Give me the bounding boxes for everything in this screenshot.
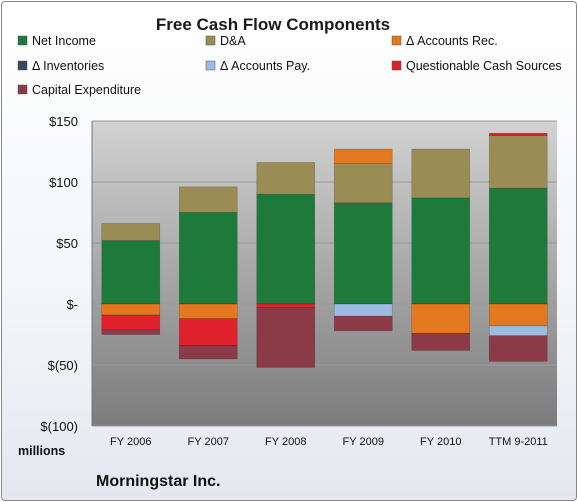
y-tick-label: $(50) <box>48 358 78 373</box>
bar-segment <box>411 197 471 305</box>
bar-segment <box>411 148 471 199</box>
plot-area: $150 $100 $50 $- $(50) $(100) FY 2006 FY 2007 FY… <box>40 114 557 448</box>
bar-segment <box>333 303 393 317</box>
bar-segment <box>101 329 161 335</box>
y-tick-label: $150 <box>49 114 78 129</box>
bar-segment <box>178 345 238 360</box>
bar-segment <box>178 303 238 319</box>
bar-segment <box>256 162 316 195</box>
y-tick-label: $- <box>66 297 78 312</box>
legend-swatch <box>17 84 28 95</box>
x-tick-label: FY 2009 <box>343 436 384 448</box>
legend-swatch <box>391 35 402 46</box>
legend-label: Capital Expenditure <box>32 83 141 97</box>
bar-segment <box>488 325 548 337</box>
source-label: Morningstar Inc. <box>96 473 220 490</box>
plot-background <box>92 121 557 426</box>
x-tick-label: FY 2007 <box>188 436 229 448</box>
x-tick-label: TTM 9-2011 <box>489 436 548 448</box>
bar-segment <box>101 223 161 241</box>
legend-swatch <box>205 35 216 46</box>
bar-segment <box>333 315 393 332</box>
y-tick-label: $(100) <box>40 419 78 434</box>
x-tick-label: FY 2010 <box>420 436 461 448</box>
bar-segment <box>488 187 548 305</box>
bar-segment <box>333 202 393 305</box>
legend-swatch <box>205 60 216 71</box>
bar-segment <box>333 148 393 164</box>
bar-segment <box>101 240 161 305</box>
bar-segment <box>488 303 548 327</box>
y-tick-label: $100 <box>49 175 78 190</box>
chart-title: Free Cash Flow Components <box>156 15 390 34</box>
bar-segment <box>178 318 238 346</box>
y-tick-label: $50 <box>56 236 78 251</box>
bar-segment <box>101 303 161 316</box>
bar-segment <box>488 132 548 136</box>
legend: Net Income D&A Δ Accounts Rec. Δ Inventorie… <box>17 34 562 97</box>
x-tick-label: FY 2006 <box>110 436 151 448</box>
bar-segment <box>101 314 161 330</box>
legend-label: Δ Inventories <box>32 59 104 73</box>
bar-segment <box>178 212 238 305</box>
bar-segment <box>488 335 548 362</box>
bar-segment <box>256 193 316 305</box>
bar-segment <box>256 303 316 308</box>
legend-label: Δ Accounts Pay. <box>220 59 310 73</box>
legend-label: Net Income <box>32 34 96 48</box>
bar-segment <box>488 135 548 189</box>
legend-label: D&A <box>220 34 246 48</box>
x-tick-label: FY 2008 <box>265 436 306 448</box>
legend-swatch <box>17 60 28 71</box>
legend-swatch <box>391 60 402 71</box>
bar-segment <box>411 303 471 334</box>
legend-swatch <box>17 35 28 46</box>
legend-label: Questionable Cash Sources <box>406 59 562 73</box>
legend-label: Δ Accounts Rec. <box>406 34 498 48</box>
bar-segment <box>333 163 393 204</box>
bar-segment <box>256 307 316 368</box>
bar-segment <box>411 332 471 351</box>
units-label: millions <box>18 444 65 458</box>
bar-segment <box>178 186 238 213</box>
